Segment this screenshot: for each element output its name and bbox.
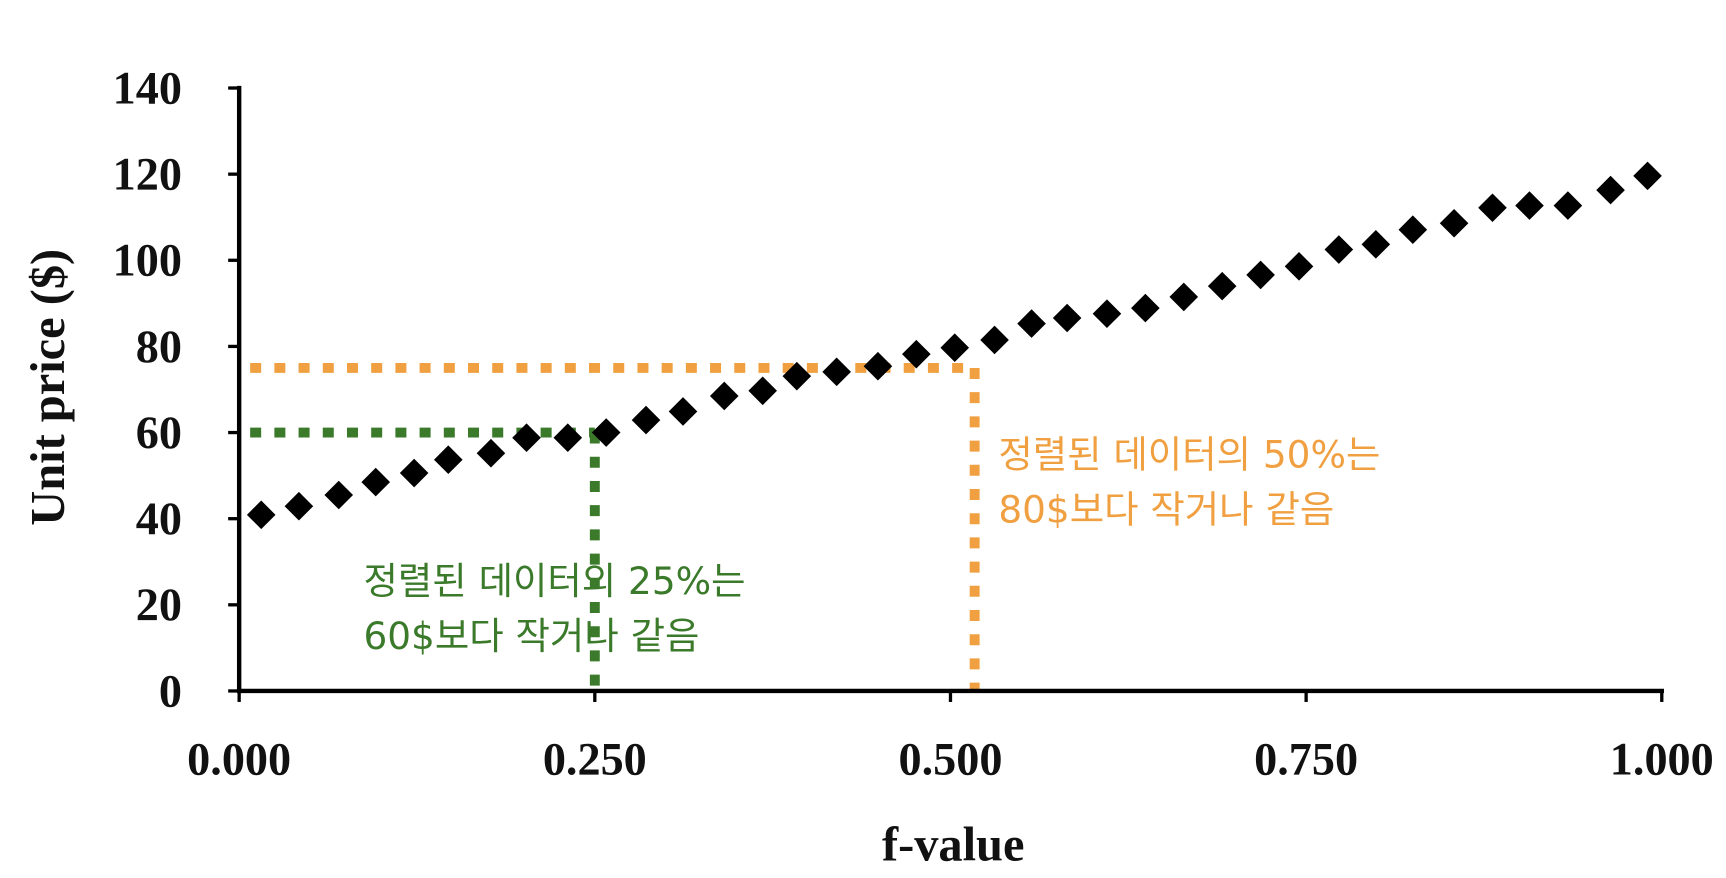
x-tick-label: 0.000 — [187, 734, 291, 785]
y-tick-label: 60 — [136, 407, 182, 458]
point — [1398, 215, 1428, 245]
point — [591, 418, 621, 447]
point — [1169, 282, 1199, 312]
point — [668, 397, 698, 426]
point — [1515, 191, 1544, 220]
point — [1246, 260, 1275, 290]
y-tick-label: 40 — [136, 493, 182, 544]
annotation: 정렬된 데이터의 50%는 — [998, 433, 1380, 477]
point — [512, 423, 541, 453]
y-tick-label: 120 — [113, 149, 182, 200]
point — [822, 357, 851, 387]
x-tick-label: 0.750 — [1254, 734, 1358, 785]
point — [1017, 309, 1046, 338]
point — [1284, 252, 1314, 281]
y-tick-label: 100 — [113, 235, 182, 286]
point — [553, 423, 583, 453]
point — [476, 438, 506, 468]
point — [1633, 161, 1662, 191]
point — [1478, 193, 1507, 223]
y-tick-label: 140 — [113, 62, 182, 113]
point — [1324, 235, 1354, 264]
y-tick-label: 20 — [136, 579, 182, 630]
x-tick-label: 0.250 — [543, 734, 647, 785]
x-tick-label: 0.500 — [898, 734, 1002, 785]
point — [246, 500, 276, 530]
point — [284, 491, 314, 521]
point — [631, 405, 661, 435]
point — [1361, 230, 1391, 259]
point — [1131, 293, 1160, 323]
point — [1596, 175, 1625, 205]
point — [1092, 299, 1122, 328]
point — [1207, 271, 1237, 301]
annotation: 정렬된 데이터의 25%는 — [363, 559, 745, 603]
point — [433, 445, 463, 474]
point — [361, 467, 391, 497]
point — [863, 351, 893, 381]
point — [399, 458, 429, 488]
point — [324, 480, 354, 510]
y-tick-label: 80 — [136, 321, 182, 372]
x-axis-label: f-value — [882, 818, 1025, 871]
annotation: 60$보다 작거나 같음 — [363, 614, 699, 658]
y-tick-label: 0 — [159, 665, 182, 716]
point — [940, 333, 970, 363]
point — [748, 376, 777, 406]
x-tick-label: 1.000 — [1610, 734, 1714, 785]
point — [1553, 191, 1583, 220]
point — [980, 325, 1009, 355]
point — [1052, 303, 1082, 333]
point — [1439, 208, 1469, 238]
y-axis-label: Unit price ($) — [22, 249, 75, 526]
point — [709, 381, 739, 411]
annotation: 80$보다 작거나 같음 — [998, 488, 1334, 532]
